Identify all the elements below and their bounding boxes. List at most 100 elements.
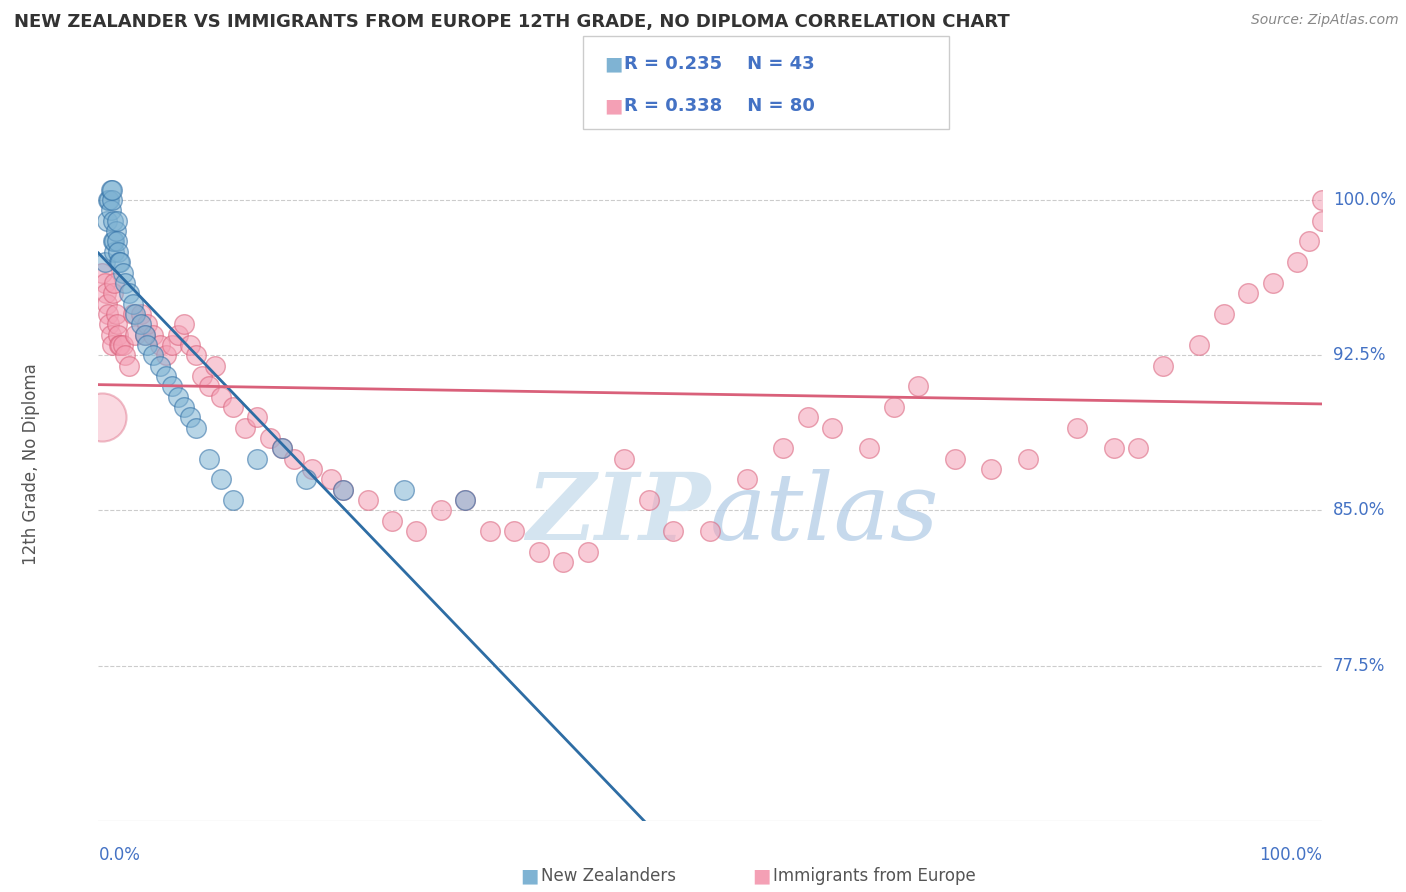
Point [136, 338, 159, 352]
Point [142, 327, 165, 342]
Point [104, 307, 127, 321]
Point [1152, 359, 1174, 373]
Point [105, 235, 128, 249]
Point [332, 483, 354, 497]
Point [101, 235, 124, 249]
Point [167, 390, 190, 404]
Point [356, 493, 378, 508]
Point [107, 327, 129, 342]
Text: ■: ■ [752, 866, 770, 886]
Point [454, 493, 477, 508]
Text: ■: ■ [605, 96, 623, 116]
Point [98, 317, 121, 331]
Point [270, 442, 294, 456]
Point [98, 193, 121, 207]
Point [121, 296, 143, 310]
Point [319, 472, 342, 486]
Point [129, 317, 152, 331]
Point [1286, 255, 1309, 269]
Point [96, 296, 118, 310]
Point [179, 410, 201, 425]
Point [735, 472, 758, 486]
Point [222, 400, 245, 414]
Point [553, 555, 575, 569]
Point [246, 410, 269, 425]
Point [883, 400, 905, 414]
Point [100, 327, 122, 342]
Point [118, 359, 141, 373]
Text: 0.0%: 0.0% [98, 846, 141, 863]
Point [1188, 338, 1211, 352]
Point [246, 451, 269, 466]
Point [101, 214, 124, 228]
Point [613, 451, 636, 466]
Point [405, 524, 427, 538]
Text: 100.0%: 100.0% [1258, 846, 1322, 863]
Point [160, 379, 183, 393]
Point [105, 317, 128, 331]
Point [1128, 442, 1150, 456]
Point [943, 451, 966, 466]
Text: R = 0.338    N = 80: R = 0.338 N = 80 [624, 97, 815, 115]
Point [129, 307, 152, 321]
Point [1017, 451, 1039, 466]
Point [93, 255, 115, 269]
Point [430, 503, 453, 517]
Point [662, 524, 685, 538]
Text: ■: ■ [605, 54, 623, 73]
Point [295, 472, 318, 486]
Point [503, 524, 526, 538]
Point [527, 545, 550, 559]
Point [111, 338, 134, 352]
Point [454, 493, 477, 508]
Point [233, 420, 256, 434]
Text: R = 0.235    N = 43: R = 0.235 N = 43 [624, 55, 815, 73]
Point [186, 420, 208, 434]
Point [101, 286, 124, 301]
Point [797, 410, 820, 425]
Point [149, 359, 172, 373]
Point [104, 224, 127, 238]
Point [160, 338, 183, 352]
Text: 92.5%: 92.5% [1333, 346, 1385, 364]
Point [97, 307, 120, 321]
Point [283, 451, 305, 466]
Point [93, 276, 115, 290]
Point [101, 193, 124, 207]
Point [118, 286, 141, 301]
Point [134, 327, 156, 342]
Text: atlas: atlas [710, 469, 939, 558]
Point [114, 348, 136, 362]
Point [392, 483, 416, 497]
Point [149, 338, 172, 352]
Point [1066, 420, 1088, 434]
Text: NEW ZEALANDER VS IMMIGRANTS FROM EUROPE 12TH GRADE, NO DIPLOMA CORRELATION CHART: NEW ZEALANDER VS IMMIGRANTS FROM EUROPE … [14, 13, 1010, 31]
Point [191, 368, 214, 383]
Point [209, 472, 232, 486]
Point [114, 276, 136, 290]
Point [332, 483, 354, 497]
Point [1310, 214, 1333, 228]
Text: 12th Grade, No Diploma: 12th Grade, No Diploma [22, 363, 41, 565]
Text: New Zealanders: New Zealanders [541, 867, 676, 885]
Point [699, 524, 721, 538]
Point [105, 214, 128, 228]
Point [111, 266, 134, 280]
Point [124, 327, 146, 342]
Text: Immigrants from Europe: Immigrants from Europe [773, 867, 976, 885]
Point [103, 276, 125, 290]
Point [259, 431, 281, 445]
Text: ZIP: ZIP [526, 469, 710, 558]
Point [907, 379, 929, 393]
Point [96, 214, 118, 228]
Text: Source: ZipAtlas.com: Source: ZipAtlas.com [1251, 13, 1399, 28]
Point [173, 400, 195, 414]
Point [197, 451, 219, 466]
Point [980, 462, 1002, 476]
Point [108, 338, 131, 352]
Point [121, 307, 143, 321]
Point [142, 348, 165, 362]
Point [1310, 193, 1333, 207]
Point [101, 338, 124, 352]
Point [100, 203, 122, 218]
